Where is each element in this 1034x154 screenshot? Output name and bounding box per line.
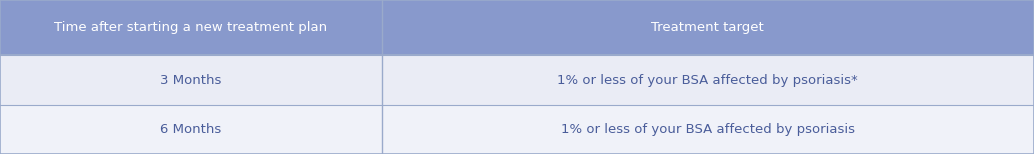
Text: 6 Months: 6 Months [160, 123, 221, 136]
Text: 3 Months: 3 Months [160, 74, 221, 87]
Text: 1% or less of your BSA affected by psoriasis*: 1% or less of your BSA affected by psori… [557, 74, 858, 87]
Bar [382, 105, 1034, 154]
Bar [0, 55, 382, 105]
Text: Treatment target: Treatment target [651, 21, 764, 34]
Bar [0, 0, 382, 55]
Text: 1% or less of your BSA affected by psoriasis: 1% or less of your BSA affected by psori… [560, 123, 855, 136]
Bar [0, 105, 382, 154]
Text: Time after starting a new treatment plan: Time after starting a new treatment plan [54, 21, 328, 34]
Bar [382, 55, 1034, 105]
Bar [382, 0, 1034, 55]
